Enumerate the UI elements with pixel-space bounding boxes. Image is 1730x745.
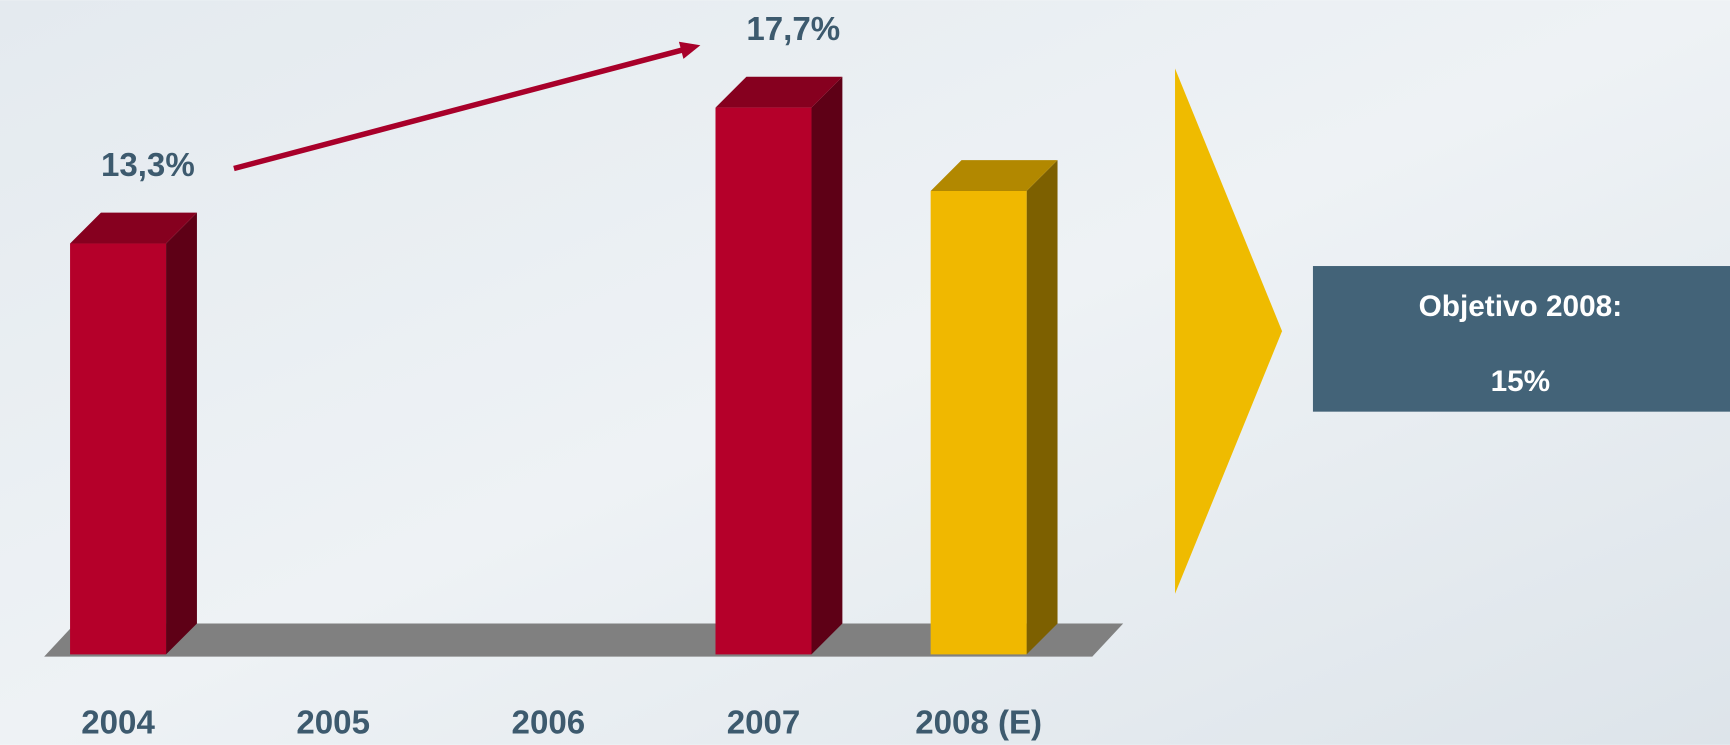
page: Objetivo 2008: 15% 2004 13,3% 2005 2006 2007…: [0, 0, 1730, 745]
bar: [70, 244, 166, 655]
value-label: 13,3%: [101, 147, 195, 184]
chart: Objetivo 2008: 15% 2004 13,3% 2005 2006 2007…: [0, 0, 1730, 745]
bar-side: [811, 77, 842, 655]
x-tick-label: 2007: [727, 705, 801, 742]
bar: [716, 108, 812, 655]
x-tick-label: 2008 (E): [915, 705, 1042, 742]
x-tick-label: 2005: [296, 705, 370, 742]
bar-side: [166, 213, 197, 655]
x-tick-label: 2004: [81, 705, 155, 742]
value-label: 17,7%: [746, 11, 840, 48]
goal-label: Objetivo 2008:: [1419, 290, 1622, 323]
bar: [931, 191, 1027, 654]
bar-side: [1027, 160, 1058, 654]
x-tick-label: 2006: [512, 705, 586, 742]
goal-value: 15%: [1491, 365, 1551, 398]
